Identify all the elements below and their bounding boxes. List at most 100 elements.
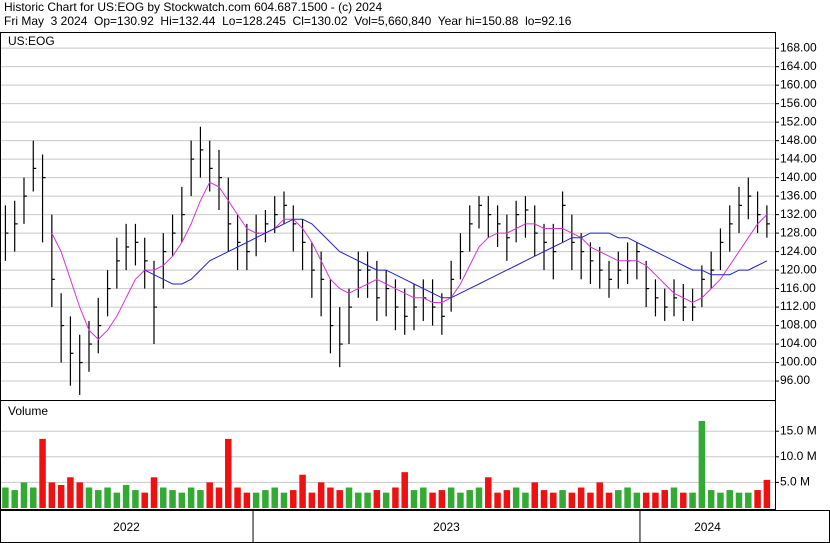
volume-bar xyxy=(262,490,269,508)
volume-bar xyxy=(447,487,455,508)
volume-bar xyxy=(392,487,399,508)
volume-bar xyxy=(494,492,501,508)
chart-subtitle: Fri May 3 2024 Op=130.92 Hi=132.44 Lo=12… xyxy=(4,14,572,28)
volume-bar xyxy=(113,492,121,508)
volume-bar xyxy=(373,490,381,508)
volume-bar xyxy=(160,487,167,508)
volume-bar xyxy=(661,490,668,508)
volume-bar xyxy=(615,490,622,508)
y-tick-label: 108.00 xyxy=(780,318,817,332)
volume-bar xyxy=(30,487,37,508)
y-tick-label: 132.00 xyxy=(780,207,817,221)
volume-bar xyxy=(485,477,492,508)
y-tick-label: 116.00 xyxy=(780,281,816,295)
y-tick-label: 124.00 xyxy=(780,244,817,258)
volume-bar xyxy=(308,492,316,508)
volume-bar xyxy=(745,492,752,508)
volume-bar xyxy=(763,479,771,508)
volume-bar xyxy=(197,490,204,508)
volume-bar xyxy=(652,492,659,508)
y-tick-label: 144.00 xyxy=(780,151,817,165)
volume-bar xyxy=(633,492,641,508)
volume-bar xyxy=(39,438,46,508)
volume-bar xyxy=(522,492,529,508)
volume-bar xyxy=(132,490,139,508)
volume-bar xyxy=(475,487,483,508)
volume-bar xyxy=(680,492,687,508)
volume-bar xyxy=(624,487,631,508)
volume-bar xyxy=(438,490,446,508)
volume-bar xyxy=(178,492,186,508)
volume-bar xyxy=(345,487,353,508)
volume-bar xyxy=(317,482,325,508)
volume-bar xyxy=(327,487,334,508)
volume-bar xyxy=(206,482,213,508)
volume-bar xyxy=(364,492,371,508)
volume-bar xyxy=(85,487,93,508)
y-tick-label: 96.00 xyxy=(780,373,810,387)
volume-bar xyxy=(605,492,613,508)
volume-bar xyxy=(169,490,176,508)
volume-bar xyxy=(48,482,56,508)
chart-title: Historic Chart for US:EOG by Stockwatch.… xyxy=(4,0,382,14)
x-period-label: 2022 xyxy=(113,520,140,534)
y-tick-label: 112.00 xyxy=(780,299,816,313)
volume-bar xyxy=(550,492,557,508)
y-tick-label: 160.00 xyxy=(780,77,817,91)
y-tick-label: 100.00 xyxy=(780,355,817,369)
volume-bar xyxy=(252,492,260,508)
volume-bar xyxy=(754,490,761,508)
y-tick-label: 156.00 xyxy=(780,96,817,110)
volume-bar xyxy=(717,492,724,508)
volume-bar xyxy=(141,492,148,508)
volume-bar xyxy=(531,482,538,508)
volume-panel xyxy=(0,400,776,510)
volume-bar xyxy=(187,487,195,508)
y-tick-label: 136.00 xyxy=(780,188,817,202)
y2-tick-label: 5.0 M xyxy=(780,475,810,489)
volume-label: Volume xyxy=(8,404,48,418)
volume-bar xyxy=(540,490,548,508)
volume-bar xyxy=(596,482,603,508)
volume-bar xyxy=(234,487,241,508)
volume-bar xyxy=(243,492,251,508)
volume-bar xyxy=(420,487,427,508)
volume-bar xyxy=(726,490,733,508)
y-tick-label: 148.00 xyxy=(780,133,817,147)
volume-bar xyxy=(698,420,706,508)
y-tick-label: 104.00 xyxy=(780,336,817,350)
x-period-label: 2023 xyxy=(433,520,460,534)
volume-bar xyxy=(587,492,594,508)
volume-bar xyxy=(466,490,473,508)
volume-bar xyxy=(382,492,390,508)
volume-bar xyxy=(280,492,288,508)
volume-bar xyxy=(503,490,511,508)
volume-bar xyxy=(95,490,102,508)
y-tick-label: 152.00 xyxy=(780,114,817,128)
volume-bar xyxy=(225,438,232,508)
volume-bar xyxy=(290,490,297,508)
volume-bar xyxy=(104,487,111,508)
moving-average xyxy=(51,181,768,341)
volume-bar xyxy=(299,474,306,508)
y-tick-label: 168.00 xyxy=(780,40,817,54)
y-tick-label: 164.00 xyxy=(780,59,817,73)
volume-bar xyxy=(410,490,418,508)
volume-bar xyxy=(642,492,650,508)
volume-bar xyxy=(20,482,28,508)
x-period-label: 2024 xyxy=(694,520,721,534)
moving-average xyxy=(144,218,768,299)
y2-tick-label: 10.0 M xyxy=(780,449,817,463)
y2-tick-label: 15.0 M xyxy=(780,423,817,437)
volume-bar xyxy=(67,477,74,508)
volume-bar xyxy=(76,482,83,508)
volume-bar xyxy=(568,492,576,508)
volume-bar xyxy=(122,484,130,508)
volume-bar xyxy=(707,490,715,508)
volume-bar xyxy=(670,487,678,508)
y-tick-label: 120.00 xyxy=(780,262,817,276)
volume-bar xyxy=(512,487,520,508)
volume-bar xyxy=(689,492,696,508)
volume-bar xyxy=(2,487,9,508)
